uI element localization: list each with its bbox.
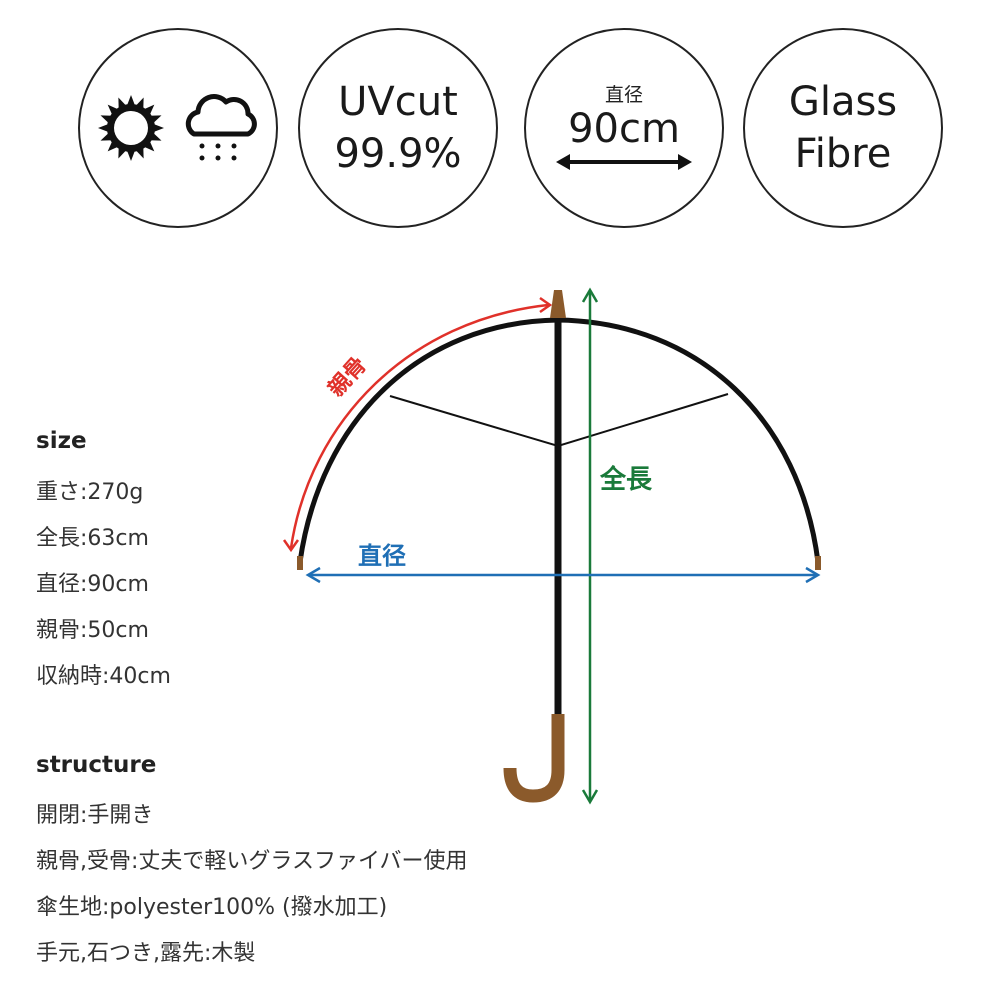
sun-ray (118, 97, 127, 110)
structure-item: 手元,石つき,露先:木製 (36, 941, 256, 966)
handle (503, 714, 565, 803)
diameter-badge-value: 90cm (568, 106, 680, 152)
sun-ray (100, 115, 113, 124)
length-arrow-heads (581, 287, 599, 805)
sun-ray (143, 140, 155, 152)
structure-item: 親骨,受骨:丈夫で軽いグラスファイバー使用 (36, 849, 468, 874)
tip-left (297, 556, 303, 570)
size-heading: size (36, 428, 87, 454)
uv-cut-label: UVcut (338, 79, 458, 125)
length-label: 全長 (599, 464, 653, 495)
tip-top (550, 290, 566, 318)
diameter-badge-label: 直径 (604, 84, 643, 106)
uv-cut-value: 99.9% (334, 131, 462, 177)
sun-ray (143, 104, 155, 116)
material-badge: Glass Fibre (743, 28, 943, 228)
diameter-arrow-heads (305, 566, 821, 584)
sun-icon (98, 95, 164, 161)
material-line2: Fibre (794, 131, 892, 177)
sun-ray (135, 146, 144, 159)
size-item: 重さ:270g (36, 480, 144, 505)
structure-item: 開閉:手開き (36, 803, 154, 828)
sun-ray (126, 149, 136, 161)
structure-item: 傘生地:polyester100% (撥水加工) (36, 895, 388, 920)
sun-ray (126, 95, 136, 107)
size-item: 直径:90cm (36, 572, 149, 597)
size-section: size 重さ:270g 全長:63cm 直径:90cm 親骨:50cm 収納時… (36, 428, 171, 704)
sun-ray (118, 146, 127, 159)
material-line1: Glass (788, 79, 898, 125)
size-item: 親骨:50cm (36, 618, 149, 643)
structure-section: structure 開閉:手開き 親骨,受骨:丈夫で軽いグラスファイバー使用 傘… (36, 752, 468, 981)
weather-badge (78, 28, 278, 228)
sun-ray (152, 123, 164, 133)
structure-heading: structure (36, 752, 157, 778)
rain-cloud-icon (185, 94, 257, 161)
rib-arrow-heads (282, 296, 553, 553)
diameter-badge: 直径 90cm (524, 28, 724, 228)
sun-ray (107, 140, 119, 152)
sun-ray (98, 123, 110, 133)
uv-cut-badge: UVcut 99.9% (298, 28, 498, 228)
double-arrow-icon (556, 154, 692, 170)
sun-ray (107, 104, 119, 116)
rib-arrow (289, 303, 549, 549)
size-item: 収納時:40cm (36, 664, 171, 689)
tip-right (815, 556, 821, 570)
sun-ray (149, 115, 162, 124)
sun-ray (135, 97, 144, 110)
sun-ray (100, 132, 113, 141)
sun-ray (149, 132, 162, 141)
diameter-label: 直径 (358, 542, 406, 570)
size-item: 全長:63cm (36, 526, 149, 551)
